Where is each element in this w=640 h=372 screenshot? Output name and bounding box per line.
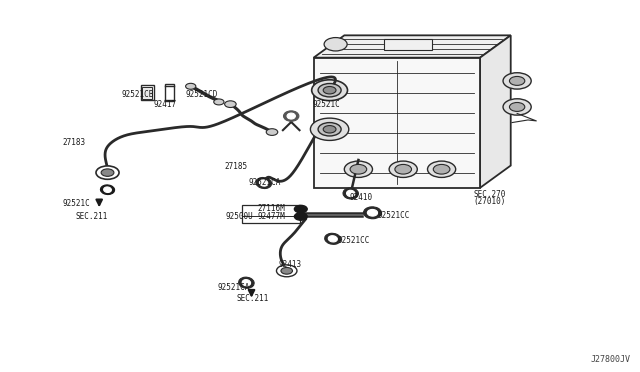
- Circle shape: [294, 205, 307, 213]
- Text: SEC.211: SEC.211: [76, 212, 108, 221]
- Circle shape: [225, 101, 236, 108]
- Circle shape: [395, 164, 412, 174]
- Ellipse shape: [239, 277, 254, 288]
- Text: 92521CC: 92521CC: [338, 236, 371, 245]
- Ellipse shape: [256, 177, 271, 189]
- Bar: [142, 87, 152, 99]
- Circle shape: [503, 99, 531, 115]
- Ellipse shape: [259, 180, 268, 186]
- Circle shape: [350, 164, 367, 174]
- Circle shape: [344, 161, 372, 177]
- Text: SEC.211: SEC.211: [237, 294, 269, 303]
- Text: SEC.270: SEC.270: [474, 190, 506, 199]
- Bar: [165, 84, 174, 101]
- Circle shape: [433, 164, 450, 174]
- Text: 92521CB: 92521CB: [122, 90, 154, 99]
- Text: 92521CC: 92521CC: [378, 211, 410, 219]
- Circle shape: [310, 118, 349, 141]
- Ellipse shape: [328, 236, 337, 242]
- Circle shape: [294, 213, 307, 220]
- Circle shape: [428, 161, 456, 177]
- Text: 92521C: 92521C: [63, 199, 90, 208]
- Circle shape: [324, 38, 347, 51]
- Text: 27183: 27183: [63, 138, 86, 147]
- Polygon shape: [314, 35, 511, 58]
- Circle shape: [214, 99, 224, 105]
- Ellipse shape: [343, 188, 358, 199]
- Circle shape: [317, 122, 342, 137]
- Ellipse shape: [346, 190, 355, 196]
- Circle shape: [322, 125, 337, 134]
- Polygon shape: [480, 35, 511, 188]
- Circle shape: [318, 83, 341, 97]
- Ellipse shape: [284, 111, 299, 121]
- Circle shape: [503, 73, 531, 89]
- Circle shape: [312, 80, 348, 101]
- Text: 92417: 92417: [154, 100, 177, 109]
- Ellipse shape: [364, 207, 381, 219]
- Text: 27116M: 27116M: [258, 204, 285, 213]
- Ellipse shape: [104, 187, 111, 192]
- Circle shape: [186, 83, 196, 89]
- Circle shape: [281, 267, 292, 274]
- Text: 92477M: 92477M: [258, 212, 285, 221]
- Text: 92521C: 92521C: [312, 100, 340, 109]
- Bar: [141, 85, 154, 100]
- Text: J27800JV: J27800JV: [590, 355, 630, 364]
- Bar: [314, 58, 480, 188]
- Text: 92500U: 92500U: [226, 212, 253, 221]
- Text: 92521CA: 92521CA: [248, 178, 281, 187]
- Ellipse shape: [287, 113, 296, 119]
- Circle shape: [389, 161, 417, 177]
- Circle shape: [312, 119, 348, 140]
- Bar: [242, 205, 300, 223]
- Text: 92521CA: 92521CA: [218, 283, 250, 292]
- Ellipse shape: [324, 233, 341, 244]
- Circle shape: [323, 126, 336, 133]
- Circle shape: [96, 166, 119, 179]
- Circle shape: [509, 77, 525, 86]
- Circle shape: [266, 129, 278, 135]
- Text: 92521CD: 92521CD: [186, 90, 218, 99]
- Text: 92410: 92410: [349, 193, 372, 202]
- Ellipse shape: [100, 185, 115, 195]
- Ellipse shape: [242, 280, 251, 286]
- Circle shape: [318, 123, 341, 136]
- Bar: [384, 39, 432, 50]
- Text: (27010): (27010): [474, 197, 506, 206]
- Circle shape: [101, 169, 114, 176]
- Circle shape: [276, 265, 297, 277]
- Text: 27185: 27185: [224, 162, 247, 171]
- Circle shape: [323, 86, 336, 94]
- Text: 92413: 92413: [278, 260, 301, 269]
- Ellipse shape: [367, 209, 378, 216]
- Circle shape: [509, 103, 525, 112]
